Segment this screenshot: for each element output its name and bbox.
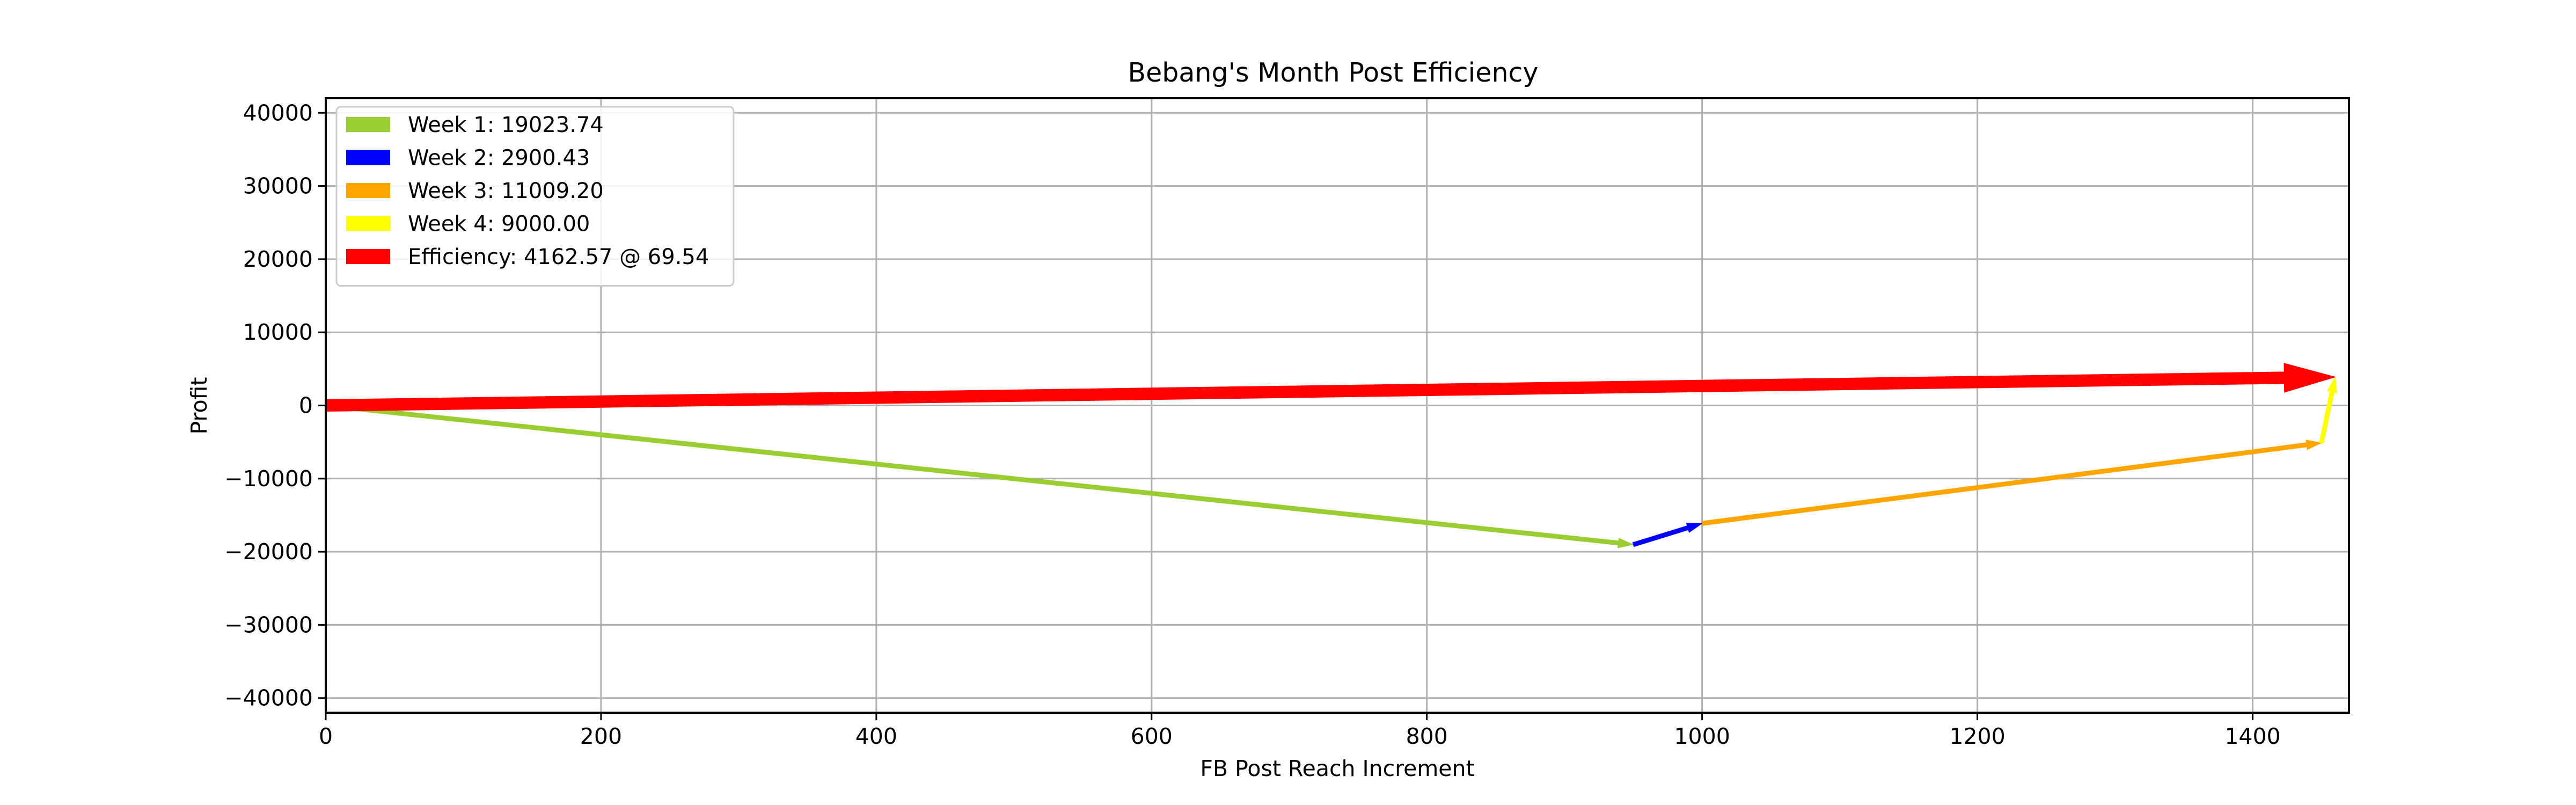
legend-swatch — [346, 150, 390, 165]
x-tick-label: 0 — [319, 723, 333, 749]
x-tick-label: 400 — [855, 723, 897, 749]
y-tick-label: 20000 — [243, 246, 313, 272]
y-tick-label: 0 — [299, 393, 313, 419]
y-tick-label: 40000 — [243, 100, 313, 126]
y-tick-label: 10000 — [243, 319, 313, 345]
chart-title: Bebang's Month Post Efficiency — [1128, 57, 1539, 88]
arrow-series-1 — [325, 402, 1635, 548]
legend-label: Week 3: 11009.20 — [408, 179, 604, 203]
legend-item: Week 2: 2900.43 — [346, 146, 590, 171]
arrows — [325, 363, 2337, 548]
x-axis-ticks: 0 200 400 600 800 1000 1200 1400 — [319, 713, 2281, 749]
legend-item: Week 4: 9000.00 — [346, 212, 590, 237]
x-tick-label: 1400 — [2224, 723, 2280, 749]
x-tick-label: 800 — [1406, 723, 1448, 749]
y-tick-label: −10000 — [224, 466, 313, 492]
legend-swatch — [346, 216, 390, 231]
x-tick-label: 1000 — [1674, 723, 1730, 749]
y-tick-label: −40000 — [224, 685, 313, 711]
legend-label: Week 4: 9000.00 — [408, 212, 590, 237]
x-tick-label: 600 — [1131, 723, 1173, 749]
arrow-series-3 — [1701, 440, 2323, 526]
legend-label: Efficiency: 4162.57 @ 69.54 — [408, 245, 709, 269]
legend-swatch — [346, 117, 390, 132]
arrow-series-2 — [1632, 523, 1703, 547]
arrow-series-4 — [2319, 376, 2337, 444]
legend-label: Week 1: 19023.74 — [408, 113, 604, 137]
arrow-series-5 — [325, 363, 2337, 412]
y-axis-label: Profit — [186, 377, 212, 435]
legend: Week 1: 19023.74 Week 2: 2900.43 Week 3: 1… — [335, 106, 735, 287]
legend-swatch — [346, 183, 390, 198]
legend-frame — [335, 106, 735, 287]
y-tick-label: 30000 — [243, 173, 313, 199]
y-tick-label: −30000 — [224, 612, 313, 638]
legend-item: Week 1: 19023.74 — [346, 113, 604, 137]
x-axis-label: FB Post Reach Increment — [1200, 756, 1474, 781]
x-tick-label: 200 — [580, 723, 622, 749]
y-tick-label: −20000 — [224, 539, 313, 565]
y-axis-ticks: 40000 30000 20000 10000 0 −10000 −20000 −30000 −… — [224, 100, 326, 711]
x-tick-label: 1200 — [1949, 723, 2005, 749]
legend-label: Week 2: 2900.43 — [408, 146, 590, 171]
legend-item: Efficiency: 4162.57 @ 69.54 — [346, 245, 709, 269]
legend-item: Week 3: 11009.20 — [346, 179, 604, 203]
legend-swatch — [346, 249, 390, 264]
